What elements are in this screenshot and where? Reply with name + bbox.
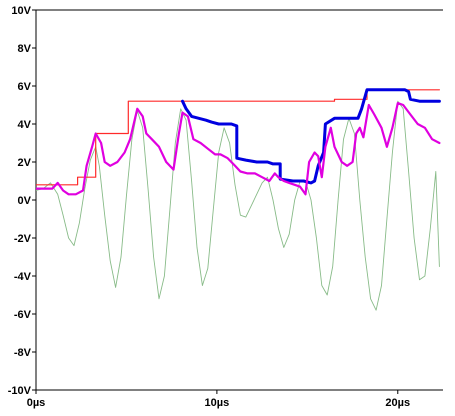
series-line-1 (36, 89, 440, 186)
series-line-0 (36, 100, 440, 311)
x-tick-label: 10µs (205, 397, 230, 409)
y-tick-label: -8V (14, 347, 32, 359)
y-tick-label: 4V (18, 119, 32, 131)
y-tick-label: -10V (8, 385, 32, 397)
x-tick-label: 20µs (385, 397, 410, 409)
y-tick-label: 2V (18, 157, 32, 169)
y-tick-label: 0V (18, 195, 32, 207)
axes (32, 9, 443, 394)
y-tick-label: 10V (11, 5, 31, 17)
y-tick-label: 6V (18, 81, 32, 93)
x-tick-label: 0µs (27, 397, 46, 409)
y-tick-label: -2V (14, 233, 32, 245)
series-line-2 (181, 88, 441, 185)
series-group (36, 88, 441, 311)
y-tick-label: -6V (14, 309, 32, 321)
y-tick-label: 8V (18, 43, 32, 55)
y-tick-label: -4V (14, 271, 32, 283)
series-line-3 (36, 101, 441, 196)
